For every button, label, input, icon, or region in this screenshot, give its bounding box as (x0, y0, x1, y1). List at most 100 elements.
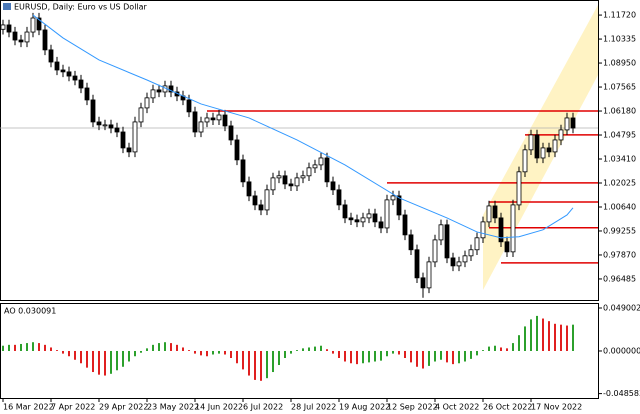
candle-body (72, 75, 78, 81)
y-tick-label: 0.96485 (603, 274, 636, 283)
candle-body (0, 24, 6, 30)
candle-body (378, 221, 384, 229)
candle-body (432, 239, 438, 263)
x-tick-label: 7 Apr 2022 (51, 403, 95, 412)
x-tick-label: 28 Jul 2022 (291, 403, 336, 412)
indicator-title: AO 0.030091 (4, 307, 56, 316)
candle-body (354, 219, 360, 223)
candle-body (546, 147, 552, 153)
candle-body (54, 61, 60, 71)
candle-body (414, 249, 420, 279)
candle-body (246, 181, 252, 197)
candle-body (126, 147, 132, 153)
candle-body (156, 89, 162, 93)
x-tick-label: 12 Sep 2022 (387, 403, 438, 412)
symbol-icon (3, 3, 11, 10)
candle-body (66, 71, 72, 77)
y-tick-label: 1.07565 (603, 83, 636, 92)
candle-body (138, 107, 144, 123)
x-tick-label: 19 Aug 2022 (339, 403, 390, 412)
candle-body (498, 217, 504, 243)
candle-body (120, 131, 126, 149)
candle-body (300, 175, 306, 179)
candle-body (552, 139, 558, 153)
candle-body (6, 24, 12, 33)
candle-body (102, 124, 108, 127)
candle-body (60, 69, 66, 73)
candle-body (492, 205, 498, 219)
candle-body (90, 99, 96, 123)
candle-body (96, 121, 102, 126)
x-tick-label: 29 Apr 2022 (99, 403, 148, 412)
candle-body (372, 213, 378, 223)
y-tick-label: -0.048583 (603, 389, 640, 398)
candle-body (312, 164, 318, 169)
y-tick-label: 0.99255 (603, 226, 636, 235)
candle-body (366, 213, 372, 219)
candle-body (144, 97, 150, 109)
candle-body (42, 29, 48, 51)
y-tick-label: 1.08950 (603, 59, 636, 68)
moving-average (32, 14, 574, 239)
candle-body (348, 217, 354, 221)
candle-body (504, 241, 510, 253)
candle-body (450, 257, 456, 267)
candle-body (420, 277, 426, 289)
y-tick-label: 1.03410 (603, 155, 636, 164)
candle-body (210, 117, 216, 121)
candle-body (30, 17, 36, 33)
y-tick-label: 1.00640 (603, 202, 636, 211)
candle-body (480, 221, 486, 239)
candle-body (408, 234, 414, 251)
candle-body (438, 224, 444, 241)
candle-body (192, 111, 198, 133)
candle-body (168, 85, 174, 93)
candle-body (474, 237, 480, 251)
x-tick-label: 14 Jun 2022 (195, 403, 243, 412)
x-tick-label: 16 Mar 2022 (3, 403, 54, 412)
candle-body (570, 117, 576, 129)
candle-body (384, 199, 390, 229)
candle-body (510, 204, 516, 253)
candle-body (264, 189, 270, 211)
candle-body (150, 89, 156, 99)
y-tick-label: 1.06180 (603, 107, 636, 116)
main-pane-border (0, 0, 599, 301)
candle-body (540, 147, 546, 159)
candle-body (456, 261, 462, 267)
candle-body (528, 134, 534, 151)
candle-body (228, 125, 234, 141)
candle-body (132, 121, 138, 153)
candle-body (564, 117, 570, 131)
candle-body (390, 195, 396, 201)
candle-body (108, 124, 114, 129)
candle-body (318, 157, 324, 166)
x-tick-label: 26 Oct 2022 (483, 403, 532, 412)
candle-body (534, 134, 540, 159)
candle-body (336, 189, 342, 206)
candle-body (24, 31, 30, 43)
candle-body (468, 249, 474, 257)
chart-title: EURUSD, Daily: Euro vs US Dollar (14, 3, 148, 12)
y-tick-label: 0.000000 (603, 346, 640, 355)
candle-body (204, 117, 210, 123)
candle-body (186, 99, 192, 113)
candle-body (282, 175, 288, 185)
y-tick-label: 1.10335 (603, 35, 636, 44)
y-tick-label: 1.02025 (603, 178, 636, 187)
candle-body (462, 255, 468, 263)
y-tick-label: 0.049002 (603, 303, 640, 312)
candle-body (276, 175, 282, 179)
candle-body (294, 177, 300, 187)
candle-body (306, 167, 312, 177)
candle-body (396, 195, 402, 216)
candle-body (360, 217, 366, 223)
candle-body (258, 204, 264, 211)
y-tick-label: 0.97870 (603, 250, 636, 259)
x-tick-label: 17 Nov 2022 (531, 403, 582, 412)
candle-body (12, 31, 18, 41)
candle-body (516, 171, 522, 206)
